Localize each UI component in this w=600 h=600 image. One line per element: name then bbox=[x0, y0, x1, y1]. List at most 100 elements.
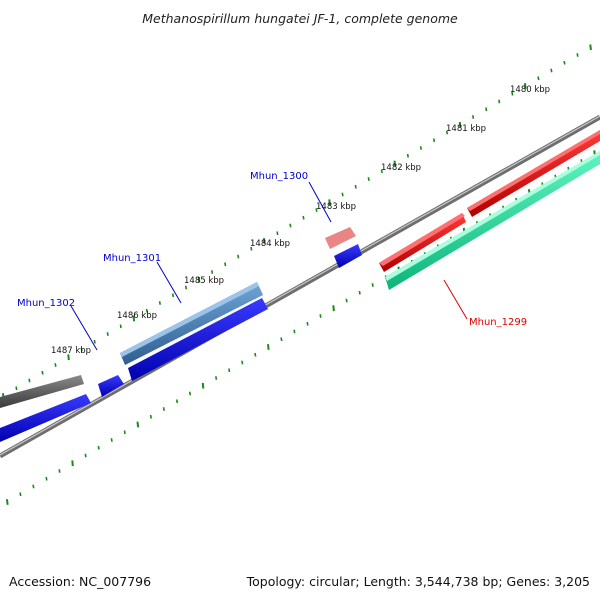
upper-ruler-tick bbox=[250, 246, 253, 251]
upper-ruler-tick bbox=[393, 160, 397, 167]
lower-ruler-tick bbox=[228, 368, 231, 373]
leader-mhun-1302 bbox=[70, 305, 98, 351]
lower-ruler-tick bbox=[293, 329, 296, 334]
upper-ruler-tick bbox=[315, 208, 318, 212]
upper-ruler-tick bbox=[328, 199, 331, 206]
upper-ruler-tick bbox=[524, 83, 527, 89]
upper-ruler-tick bbox=[354, 184, 357, 189]
label-mhun-1299[interactable]: Mhun_1299 bbox=[469, 317, 527, 328]
lower-ruler-tick bbox=[319, 314, 322, 318]
upper-ruler-tick bbox=[224, 262, 227, 267]
lower-ruler-tick bbox=[149, 414, 152, 419]
gc-skew-highlight bbox=[385, 151, 600, 281]
gene-mhun-1300-forward[interactable] bbox=[325, 227, 356, 249]
upper-ruler-tick bbox=[197, 276, 201, 283]
lower-ruler-tick bbox=[267, 344, 270, 350]
upper-ruler-tick bbox=[576, 53, 579, 57]
upper-ruler-tick bbox=[341, 192, 344, 197]
lower-ruler-tick bbox=[32, 484, 35, 489]
gene-mhun-1302[interactable] bbox=[98, 375, 124, 397]
reverse-strand-features bbox=[0, 244, 362, 442]
leader-mhun-1301 bbox=[156, 261, 182, 304]
gene-mhun-1301-steel[interactable] bbox=[120, 282, 263, 365]
gene-highlight bbox=[379, 213, 465, 266]
upper-ruler-tick bbox=[380, 169, 383, 174]
upper-ruler-tick bbox=[15, 386, 18, 391]
lower-ruler-tick bbox=[136, 421, 140, 428]
lower-ruler-tick bbox=[6, 499, 9, 505]
gene-mhun-1300[interactable] bbox=[334, 244, 362, 268]
upper-ruler-tick bbox=[537, 76, 540, 81]
lower-ruler-tick bbox=[188, 391, 192, 396]
tick-label-1486: 1486 kbp bbox=[117, 311, 157, 321]
tick-label-1487: 1487 kbp bbox=[51, 346, 91, 356]
lower-ruler-tick bbox=[97, 445, 100, 450]
leader-mhun-1300 bbox=[308, 181, 332, 223]
tick-label-1480: 1480 kbp bbox=[510, 85, 550, 95]
upper-ruler-tick bbox=[485, 107, 488, 112]
upper-ruler-tick bbox=[367, 177, 370, 181]
lower-ruler-tick bbox=[280, 337, 283, 342]
upper-ruler-tick bbox=[289, 223, 292, 228]
upper-ruler-tick bbox=[158, 301, 161, 305]
lower-ruler-tick bbox=[345, 298, 348, 303]
upper-ruler-tick bbox=[119, 324, 122, 329]
upper-ruler-tick bbox=[184, 285, 188, 290]
tick-label-1484: 1484 kbp bbox=[250, 239, 290, 249]
gene-grey-feature[interactable] bbox=[0, 375, 84, 408]
leader-mhun-1299 bbox=[443, 279, 468, 320]
upper-ruler-tick bbox=[145, 308, 148, 313]
lower-ruler-tick bbox=[332, 305, 335, 312]
upper-ruler-tick bbox=[302, 215, 305, 220]
upper-ruler-tick bbox=[406, 153, 409, 158]
label-mhun-1302[interactable]: Mhun_1302 bbox=[17, 298, 75, 309]
upper-ruler-tick bbox=[550, 68, 553, 73]
upper-ruler-tick bbox=[458, 121, 462, 128]
lower-ruler-tick bbox=[371, 283, 374, 287]
upper-ruler-tick bbox=[445, 130, 449, 135]
upper-ruler-tick bbox=[237, 254, 240, 259]
lower-ruler-tick bbox=[58, 469, 61, 473]
upper-ruler-tick bbox=[563, 60, 566, 65]
upper-ruler-tick bbox=[67, 354, 70, 361]
lower-ruler-tick bbox=[84, 453, 87, 458]
gene-highlight bbox=[120, 282, 259, 357]
upper-ruler-tick bbox=[28, 378, 31, 383]
upper-ruler-tick bbox=[432, 138, 436, 143]
upper-ruler-tick bbox=[132, 315, 136, 322]
upper-ruler-tick bbox=[106, 332, 109, 336]
lower-ruler-tick bbox=[45, 476, 48, 481]
upper-ruler-tick bbox=[419, 146, 422, 150]
upper-ruler-tick bbox=[498, 99, 501, 104]
upper-ruler-tick bbox=[171, 293, 175, 298]
lower-ruler-tick bbox=[306, 321, 309, 326]
lower-ruler-tick bbox=[123, 430, 126, 435]
lower-ruler-tick bbox=[71, 460, 74, 467]
upper-ruler-tick bbox=[54, 363, 57, 367]
lower-ruler-tick bbox=[175, 399, 179, 404]
gene-blue-left[interactable] bbox=[0, 394, 91, 442]
gene-mhun-1301[interactable] bbox=[128, 298, 268, 381]
lower-ruler-tick bbox=[215, 376, 218, 380]
label-mhun-1301[interactable]: Mhun_1301 bbox=[103, 253, 161, 264]
lower-ruler-tick bbox=[241, 360, 244, 365]
tick-label-1482: 1482 kbp bbox=[381, 163, 421, 173]
genome-backbone bbox=[0, 114, 600, 459]
upper-ruler-tick bbox=[511, 91, 514, 96]
lower-ruler-tick bbox=[162, 407, 165, 411]
upper-ruler-tick bbox=[263, 238, 266, 244]
lower-ruler-tick bbox=[254, 352, 257, 357]
tick-label-1483: 1483 kbp bbox=[316, 202, 356, 212]
genome-backbone-highlight bbox=[0, 115, 600, 456]
accession-text: Accession: NC_007796 bbox=[9, 574, 151, 589]
genome-summary-text: Topology: circular; Length: 3,544,738 bp… bbox=[246, 574, 590, 589]
label-mhun-1300[interactable]: Mhun_1300 bbox=[250, 171, 308, 182]
tick-labels: 1480 kbp 1481 kbp 1482 kbp 1483 kbp 1484… bbox=[51, 85, 550, 356]
upper-ruler-tick bbox=[211, 270, 214, 274]
genome-title: Methanospirillum hungatei JF-1, complete… bbox=[142, 11, 458, 26]
tick-label-1485: 1485 kbp bbox=[184, 276, 224, 286]
lower-ruler-tick bbox=[358, 290, 361, 295]
upper-ruler-tick bbox=[589, 44, 592, 51]
